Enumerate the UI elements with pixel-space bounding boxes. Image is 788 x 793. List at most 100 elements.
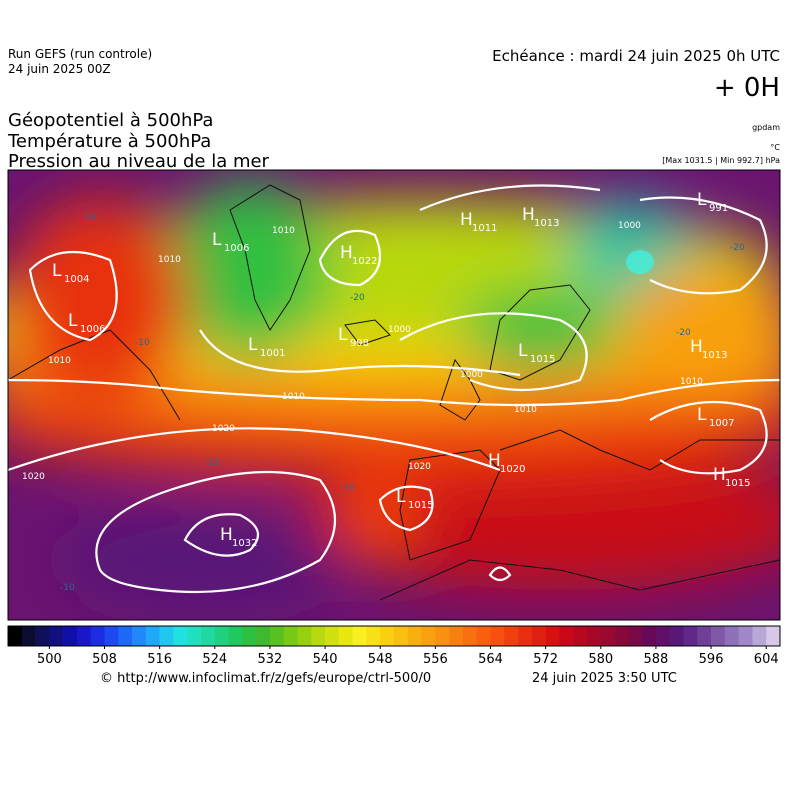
colorbar-swatch bbox=[766, 626, 781, 646]
colorbar-swatch bbox=[242, 626, 257, 646]
colorbar-swatch bbox=[214, 626, 229, 646]
colorbar-swatch bbox=[49, 626, 64, 646]
temperature-label: -20 bbox=[730, 243, 745, 253]
colorbar-swatch bbox=[8, 626, 23, 646]
colorbar-swatch bbox=[311, 626, 326, 646]
temperature-label: -20 bbox=[82, 213, 97, 223]
pressure-range: [Max 1031.5 | Min 992.7] hPa bbox=[662, 156, 780, 165]
colorbar-swatch bbox=[669, 626, 684, 646]
colorbar-swatch bbox=[490, 626, 505, 646]
colorbar-tick-label: 588 bbox=[644, 652, 669, 667]
pressure-value: 991 bbox=[709, 203, 728, 214]
colorbar-swatch bbox=[394, 626, 409, 646]
echeance: Echéance : mardi 24 juin 2025 0h UTC bbox=[492, 47, 780, 65]
colorbar-swatch bbox=[63, 626, 78, 646]
pressure-value: 1022 bbox=[352, 256, 377, 267]
pressure-letter: L bbox=[52, 261, 62, 281]
map-frame bbox=[7, 169, 781, 621]
colorbar-swatch bbox=[600, 626, 615, 646]
pressure-letter: L bbox=[68, 311, 78, 331]
pressure-letter: L bbox=[518, 341, 528, 361]
field-title: Pression au niveau de la mer bbox=[8, 151, 270, 172]
field-title: Géopotentiel à 500hPa bbox=[8, 110, 213, 131]
colorbar-tick-label: 604 bbox=[754, 652, 779, 667]
colorbar-tick-label: 556 bbox=[423, 652, 448, 667]
footer-time: 24 juin 2025 3:50 UTC bbox=[532, 671, 677, 686]
temperature-label: -10 bbox=[205, 458, 220, 468]
colorbar-swatch bbox=[201, 626, 216, 646]
temperature-label: -10 bbox=[340, 483, 355, 493]
offset: + 0H bbox=[714, 73, 780, 103]
pressure-value: 1001 bbox=[260, 348, 285, 359]
colorbar-swatch bbox=[421, 626, 436, 646]
colorbar-tick-label: 540 bbox=[313, 652, 338, 667]
isobar-label: 1000 bbox=[460, 370, 483, 380]
pressure-value: 1011 bbox=[472, 223, 497, 234]
colorbar-swatch bbox=[352, 626, 367, 646]
pressure-value: 1007 bbox=[709, 418, 734, 429]
colorbar-tick-label: 524 bbox=[202, 652, 227, 667]
colorbar-swatch bbox=[711, 626, 726, 646]
colorbar-swatch bbox=[366, 626, 381, 646]
colorbar-tick-label: 564 bbox=[478, 652, 503, 667]
colorbar-swatch bbox=[159, 626, 174, 646]
unit-label: °C bbox=[770, 143, 780, 152]
colorbar-swatch bbox=[228, 626, 243, 646]
colorbar-swatch bbox=[462, 626, 478, 646]
run-label: Run GEFS (run controle) bbox=[8, 47, 152, 61]
colorbar-swatch bbox=[435, 626, 450, 646]
isobar-label: 1000 bbox=[618, 221, 641, 231]
pressure-value: 1020 bbox=[500, 464, 525, 475]
colorbar-swatch bbox=[21, 626, 36, 646]
colorbar-swatch bbox=[325, 626, 340, 646]
colorbar-swatch bbox=[380, 626, 395, 646]
pressure-value: 1013 bbox=[534, 218, 559, 229]
pressure-letter: H bbox=[488, 451, 501, 471]
pressure-letter: L bbox=[697, 190, 707, 210]
colorbar-swatch bbox=[173, 626, 188, 646]
colorbar-swatch bbox=[145, 626, 160, 646]
colorbar-swatch bbox=[587, 626, 602, 646]
pressure-letter: H bbox=[340, 243, 353, 263]
colorbar-tick-label: 596 bbox=[699, 652, 724, 667]
footer-url: © http://www.infoclimat.fr/z/gefs/europe… bbox=[100, 671, 431, 686]
run-date: 24 juin 2025 00Z bbox=[8, 62, 111, 76]
colorbar-tick-label: 500 bbox=[37, 652, 62, 667]
colorbar-swatch bbox=[118, 626, 133, 646]
colorbar-swatch bbox=[338, 626, 353, 646]
pressure-letter: H bbox=[220, 525, 233, 545]
colorbar-tick-label: 572 bbox=[533, 652, 558, 667]
isobar-label: 1010 bbox=[514, 405, 537, 415]
colorbar-swatch bbox=[256, 626, 271, 646]
colorbar-swatch bbox=[752, 626, 767, 646]
pressure-letter: H bbox=[713, 465, 726, 485]
colorbar-swatch bbox=[269, 626, 285, 646]
pressure-value: 1006 bbox=[224, 243, 249, 254]
pressure-letter: H bbox=[460, 210, 473, 230]
colorbar-swatch bbox=[738, 626, 753, 646]
temperature-label: -20 bbox=[350, 293, 365, 303]
colorbar-swatch bbox=[655, 626, 671, 646]
pressure-letter: H bbox=[522, 205, 535, 225]
colorbar-swatch bbox=[283, 626, 298, 646]
colorbar-swatch bbox=[724, 626, 739, 646]
colorbar-swatch bbox=[642, 626, 657, 646]
isobar-label: 1000 bbox=[388, 325, 411, 335]
colorbar-swatch bbox=[35, 626, 50, 646]
isobar-label: 1010 bbox=[272, 226, 295, 236]
colorbar-swatch bbox=[573, 626, 588, 646]
pressure-letter: H bbox=[690, 337, 703, 357]
pressure-value: 1015 bbox=[725, 478, 750, 489]
pressure-value: 1015 bbox=[408, 500, 433, 511]
colorbar-swatch bbox=[545, 626, 560, 646]
isobar-label: 1010 bbox=[158, 255, 181, 265]
isobar-label: 1010 bbox=[48, 356, 71, 366]
pressure-value: 1032 bbox=[232, 538, 257, 549]
colorbar-swatch bbox=[76, 626, 92, 646]
pressure-value: 1004 bbox=[64, 274, 89, 285]
map bbox=[8, 170, 780, 620]
pressure-letter: L bbox=[248, 335, 258, 355]
isobar-label: 1020 bbox=[408, 462, 431, 472]
colorbar-swatch bbox=[683, 626, 698, 646]
pressure-value: 1015 bbox=[530, 354, 555, 365]
